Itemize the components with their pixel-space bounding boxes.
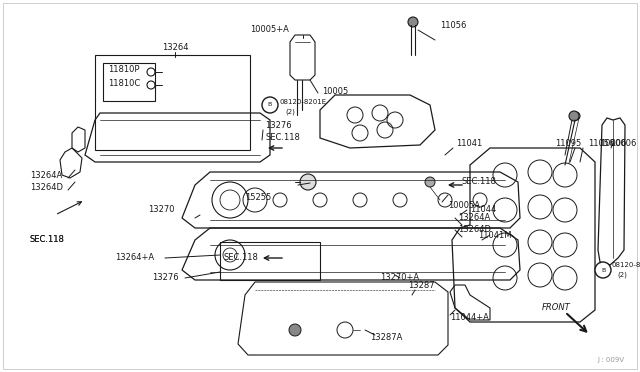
Text: FRONT: FRONT <box>542 304 571 312</box>
Bar <box>220 242 320 280</box>
Text: SEC.118: SEC.118 <box>30 235 65 244</box>
Text: 10006: 10006 <box>600 138 627 148</box>
Text: 13264: 13264 <box>162 44 188 52</box>
Circle shape <box>289 324 301 336</box>
Text: 08120-8201E: 08120-8201E <box>280 99 327 105</box>
Text: 13276: 13276 <box>265 121 292 129</box>
Text: 10006: 10006 <box>610 138 636 148</box>
Text: 10005: 10005 <box>322 87 348 96</box>
Text: 13287: 13287 <box>408 280 435 289</box>
Bar <box>95 55 250 150</box>
Text: 11041: 11041 <box>456 138 483 148</box>
Text: B: B <box>268 103 272 108</box>
Text: SEC.118: SEC.118 <box>223 253 258 262</box>
Text: 11056: 11056 <box>588 138 614 148</box>
Text: 11095: 11095 <box>555 138 581 148</box>
Circle shape <box>425 177 435 187</box>
Circle shape <box>300 174 316 190</box>
Text: 13270: 13270 <box>148 205 175 215</box>
Text: 13276: 13276 <box>152 273 179 282</box>
Text: B: B <box>601 267 605 273</box>
Text: J : 009V: J : 009V <box>598 357 625 363</box>
Text: 13264D: 13264D <box>30 183 63 192</box>
Text: 11056: 11056 <box>440 20 467 29</box>
Text: 10005A: 10005A <box>448 201 480 209</box>
Circle shape <box>569 111 579 121</box>
Text: 13264A: 13264A <box>30 170 62 180</box>
Text: SEC.118: SEC.118 <box>462 177 497 186</box>
Bar <box>103 63 155 101</box>
Text: 13270+A: 13270+A <box>380 273 419 282</box>
Text: 08120-8201E: 08120-8201E <box>612 262 640 268</box>
Text: 11041M: 11041M <box>478 231 511 240</box>
Text: 10005+A: 10005+A <box>250 26 289 35</box>
Text: 13264A: 13264A <box>458 214 490 222</box>
Text: SEC.118: SEC.118 <box>265 134 300 142</box>
Text: 13287A: 13287A <box>370 334 403 343</box>
Text: 13264D: 13264D <box>458 225 491 234</box>
Circle shape <box>408 17 418 27</box>
Text: 15255: 15255 <box>245 193 271 202</box>
Text: 13264+A: 13264+A <box>115 253 154 263</box>
Text: 11810C: 11810C <box>108 80 140 89</box>
Text: (2): (2) <box>285 109 295 115</box>
Text: (2): (2) <box>617 272 627 278</box>
Text: 11044: 11044 <box>470 205 496 215</box>
Circle shape <box>262 97 278 113</box>
Text: 11044+A: 11044+A <box>450 314 489 323</box>
Text: 11810P: 11810P <box>108 65 140 74</box>
Circle shape <box>595 262 611 278</box>
Text: SEC.118: SEC.118 <box>30 235 65 244</box>
